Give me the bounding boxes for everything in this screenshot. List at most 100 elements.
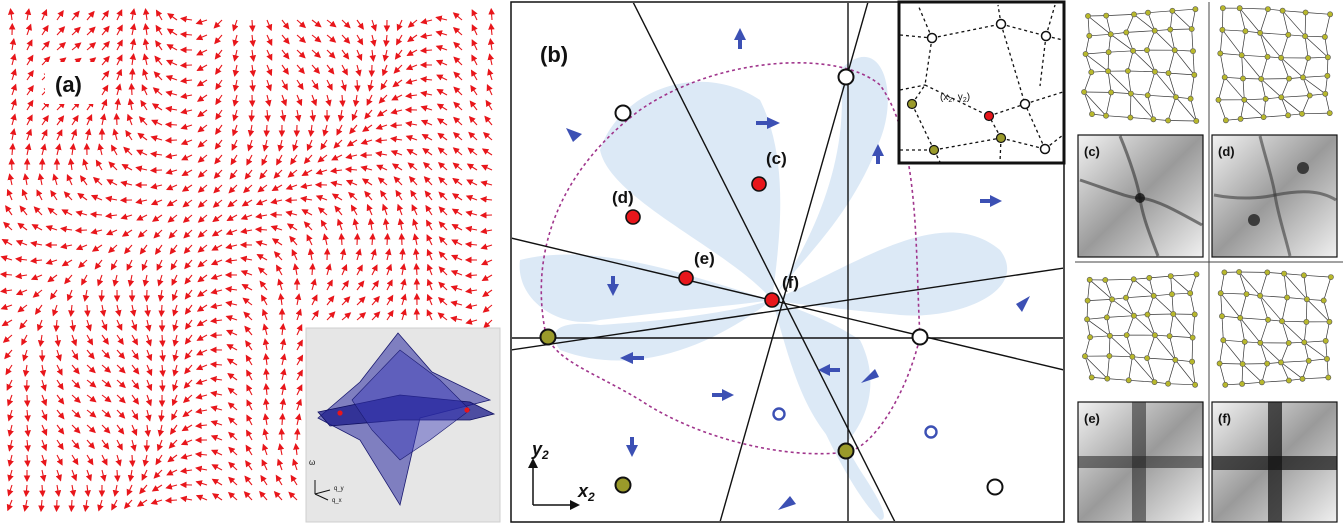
vector-arrow xyxy=(255,199,268,206)
network-node xyxy=(1324,72,1331,79)
vector-arrow xyxy=(197,229,208,238)
network-node xyxy=(1193,118,1200,124)
network-node xyxy=(1306,92,1313,99)
vector-arrow xyxy=(36,319,44,332)
red-point-f xyxy=(764,292,780,308)
vector-arrow xyxy=(265,94,272,107)
network-node xyxy=(1081,89,1087,95)
energy-map-f: (f) xyxy=(1211,401,1338,523)
vector-arrow xyxy=(197,199,208,208)
flow-arrow-stem xyxy=(633,356,644,360)
network-bond xyxy=(1083,91,1107,116)
network-bond xyxy=(1089,33,1111,37)
vector-arrow xyxy=(367,218,375,231)
network-bond xyxy=(1306,299,1330,323)
vector-arrow xyxy=(197,154,208,163)
network-bond xyxy=(1302,377,1329,380)
vector-arrow xyxy=(256,254,268,261)
vector-arrow xyxy=(232,64,240,77)
network-bond xyxy=(1280,34,1289,58)
vector-arrow xyxy=(90,228,103,235)
vector-arrow xyxy=(249,79,256,92)
vector-arrow xyxy=(450,300,463,307)
network-bond xyxy=(1304,35,1329,58)
vector-arrow xyxy=(195,393,208,400)
vector-arrow xyxy=(471,24,478,36)
vector-arrow xyxy=(228,184,238,194)
flow-arrow xyxy=(818,364,830,376)
vector-arrow xyxy=(426,293,433,306)
network-bond xyxy=(1125,14,1135,33)
vector-arrow xyxy=(279,398,287,411)
network-node xyxy=(1278,54,1284,61)
vector-arrow xyxy=(211,229,223,237)
network-bond xyxy=(1175,96,1197,122)
network-bond xyxy=(1085,53,1092,73)
network-node xyxy=(1239,380,1245,387)
vector-arrow xyxy=(422,147,433,156)
network-bond xyxy=(1240,99,1245,119)
vector-arrow xyxy=(19,319,28,330)
vector-arrow xyxy=(480,227,493,235)
vector-arrow xyxy=(71,424,81,434)
vector-arrow xyxy=(263,353,270,366)
network-node xyxy=(1285,31,1292,38)
network-bond xyxy=(1219,29,1223,54)
panel-b-inset: (x2, y2) xyxy=(897,0,1066,165)
vector-arrow xyxy=(92,176,103,186)
vector-arrow xyxy=(167,454,178,463)
network-node xyxy=(1103,112,1109,119)
vector-arrow xyxy=(277,139,284,152)
vector-arrow xyxy=(7,409,14,422)
network-node xyxy=(1104,314,1110,321)
vector-arrow xyxy=(112,484,120,497)
vector-arrow xyxy=(19,205,28,216)
vector-arrow xyxy=(25,23,32,36)
vector-arrow xyxy=(157,274,164,287)
vector-arrow xyxy=(98,289,105,303)
vector-arrow xyxy=(381,203,389,216)
network-node xyxy=(1191,72,1198,78)
network-bond xyxy=(1147,12,1156,31)
vector-arrow xyxy=(355,64,362,77)
network-node xyxy=(1299,375,1306,382)
vector-arrow xyxy=(279,383,287,396)
network-node xyxy=(1088,69,1095,76)
vector-arrow xyxy=(303,154,313,165)
vector-arrow xyxy=(481,274,493,282)
vector-arrow xyxy=(487,68,494,81)
vector-arrow xyxy=(436,74,448,81)
network-bond xyxy=(1259,295,1269,320)
olive-point xyxy=(614,476,632,494)
network-node xyxy=(1322,337,1329,344)
vector-arrow xyxy=(114,469,121,483)
vector-arrow xyxy=(292,139,299,152)
vector-arrow xyxy=(32,289,43,298)
vector-arrow xyxy=(38,499,45,513)
network-node xyxy=(1088,374,1095,381)
network-bond xyxy=(1106,317,1111,336)
vector-arrow xyxy=(350,204,358,216)
flow-arrow xyxy=(990,195,1002,207)
vector-arrow xyxy=(228,461,238,471)
vector-arrow xyxy=(287,169,298,178)
vector-arrow xyxy=(362,124,373,132)
blue-ring xyxy=(772,407,786,421)
network-bond xyxy=(1261,380,1289,383)
vector-arrow xyxy=(34,304,43,315)
vector-arrow xyxy=(407,19,418,28)
network-node xyxy=(1125,377,1132,384)
vector-arrow xyxy=(64,274,73,285)
flow-arrow-stem xyxy=(611,276,615,284)
vector-arrow xyxy=(127,98,135,111)
network-bond xyxy=(1238,271,1247,295)
vector-arrow xyxy=(280,368,287,381)
network-node xyxy=(1278,359,1284,366)
network-bond xyxy=(1191,337,1193,362)
network-bond xyxy=(1240,317,1269,321)
vector-arrow xyxy=(392,79,403,88)
red-point-d xyxy=(625,209,641,225)
vector-arrow xyxy=(45,258,58,265)
vector-arrow xyxy=(45,225,58,232)
vector-arrow xyxy=(41,129,48,141)
